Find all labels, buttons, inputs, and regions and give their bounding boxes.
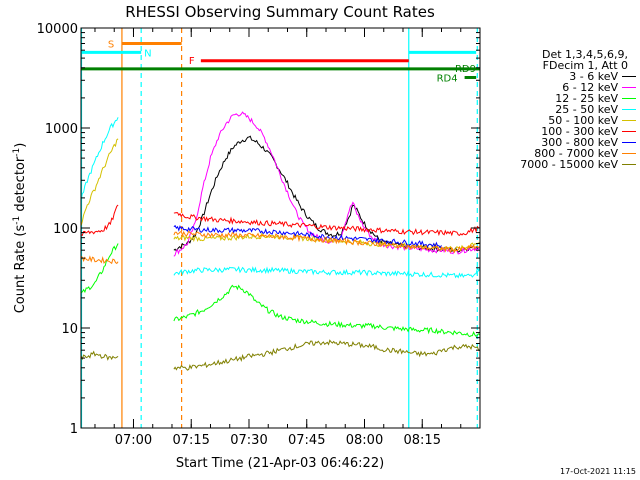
plot-area	[81, 28, 480, 428]
y-axis-label-main: Count Rate (s	[13, 225, 28, 314]
series-line-2-seg-1	[173, 284, 480, 338]
y-tick-label: 100	[53, 222, 78, 237]
legend-swatch	[622, 98, 636, 99]
series-line-7-seg-1	[173, 230, 480, 254]
series-line-3-seg-1	[173, 265, 480, 279]
y-axis: 1 10 100 1000 10000	[37, 22, 480, 437]
y-axis-label: Count Rate (s-1 detector-1)	[12, 143, 28, 314]
flag-label-rd4: RD4	[437, 73, 458, 84]
legend-item-label: 3 - 6 keV	[569, 70, 618, 83]
flag-label-rd9: RD9	[455, 64, 476, 75]
series-line-5-seg-0	[81, 204, 119, 237]
series-line-8-seg-0	[81, 350, 119, 361]
legend-swatch	[622, 153, 636, 154]
y-axis-label-end: )	[13, 143, 28, 148]
series-line-7-seg-0	[81, 255, 119, 265]
legend-item-label: 50 - 100 keV	[548, 114, 618, 127]
legend-item-label: 800 - 7000 keV	[534, 147, 618, 160]
legend-swatch	[622, 120, 636, 121]
legend-item: 800 - 7000 keV	[484, 148, 636, 159]
legend-swatch	[622, 142, 636, 143]
series-line-3-seg-0	[81, 117, 119, 202]
legend-rows: 3 - 6 keV 6 - 12 keV 12 - 25 keV 25 - 50 ke…	[484, 71, 636, 170]
y-axis-label-mid: detector	[13, 156, 28, 216]
timestamp: 17-Oct-2021 11:15	[560, 467, 636, 476]
legend-item: 12 - 25 keV	[484, 93, 636, 104]
x-tick-label: 07:45	[288, 433, 325, 448]
y-tick-label: 10000	[37, 22, 78, 37]
flag-label-n: N	[144, 48, 151, 59]
legend-item-label: 6 - 12 keV	[562, 81, 618, 94]
legend-item-label: 100 - 300 keV	[541, 125, 618, 138]
legend-swatch	[622, 109, 636, 110]
x-axis-label: Start Time (21-Apr-03 06:46:22)	[176, 456, 384, 471]
series-line-2-seg-0	[81, 243, 119, 294]
x-tick-label: 08:15	[404, 433, 441, 448]
flag-label-f: F	[189, 56, 195, 67]
legend-item-label: 7000 - 15000 keV	[520, 158, 618, 171]
y-axis-label-sup1: -1	[12, 216, 22, 225]
y-tick-label: 10	[61, 322, 78, 337]
x-tick-label: 07:00	[115, 433, 152, 448]
series-line-8-seg-1	[173, 339, 480, 371]
legend: Det 1,3,4,5,6,9, FDecim 1, Att 0 3 - 6 k…	[484, 49, 636, 170]
legend-item: 300 - 800 keV	[484, 137, 636, 148]
series-line-0-seg-0	[173, 135, 480, 253]
y-axis-label-sup2: -1	[12, 148, 22, 157]
legend-item: 3 - 6 keV	[484, 71, 636, 82]
y-tick-label: 1	[70, 422, 78, 437]
x-axis: 07:00 07:15 07:30 07:45 08:00 08:15	[94, 28, 481, 448]
legend-swatch	[622, 164, 636, 165]
legend-item: 25 - 50 keV	[484, 104, 636, 115]
chart-title: RHESSI Observing Summary Count Rates	[125, 3, 435, 21]
legend-item-label: 25 - 50 keV	[555, 103, 618, 116]
legend-header-line-1: Det 1,3,4,5,6,9,	[541, 48, 628, 61]
legend-item: 7000 - 15000 keV	[484, 159, 636, 170]
x-tick-label: 08:00	[346, 433, 383, 448]
legend-swatch	[622, 76, 636, 77]
legend-item: 6 - 12 keV	[484, 82, 636, 93]
legend-swatch	[622, 131, 636, 132]
y-tick-label: 1000	[45, 122, 78, 137]
legend-item: 50 - 100 keV	[484, 115, 636, 126]
legend-item-label: 300 - 800 keV	[541, 136, 618, 149]
legend-item-label: 12 - 25 keV	[555, 92, 618, 105]
legend-item: 100 - 300 keV	[484, 126, 636, 137]
legend-swatch	[622, 87, 636, 88]
series-line-1-seg-0	[173, 111, 480, 257]
x-tick-label: 07:30	[230, 433, 267, 448]
series-line-4-seg-0	[81, 138, 119, 226]
legend-header-line-2: FDecim 1, Att 0	[542, 59, 628, 72]
x-tick-label: 07:15	[172, 433, 209, 448]
flag-label-s: S	[108, 39, 114, 50]
series-line-5-seg-1	[173, 212, 480, 237]
series-line-6-seg-0	[173, 224, 442, 249]
